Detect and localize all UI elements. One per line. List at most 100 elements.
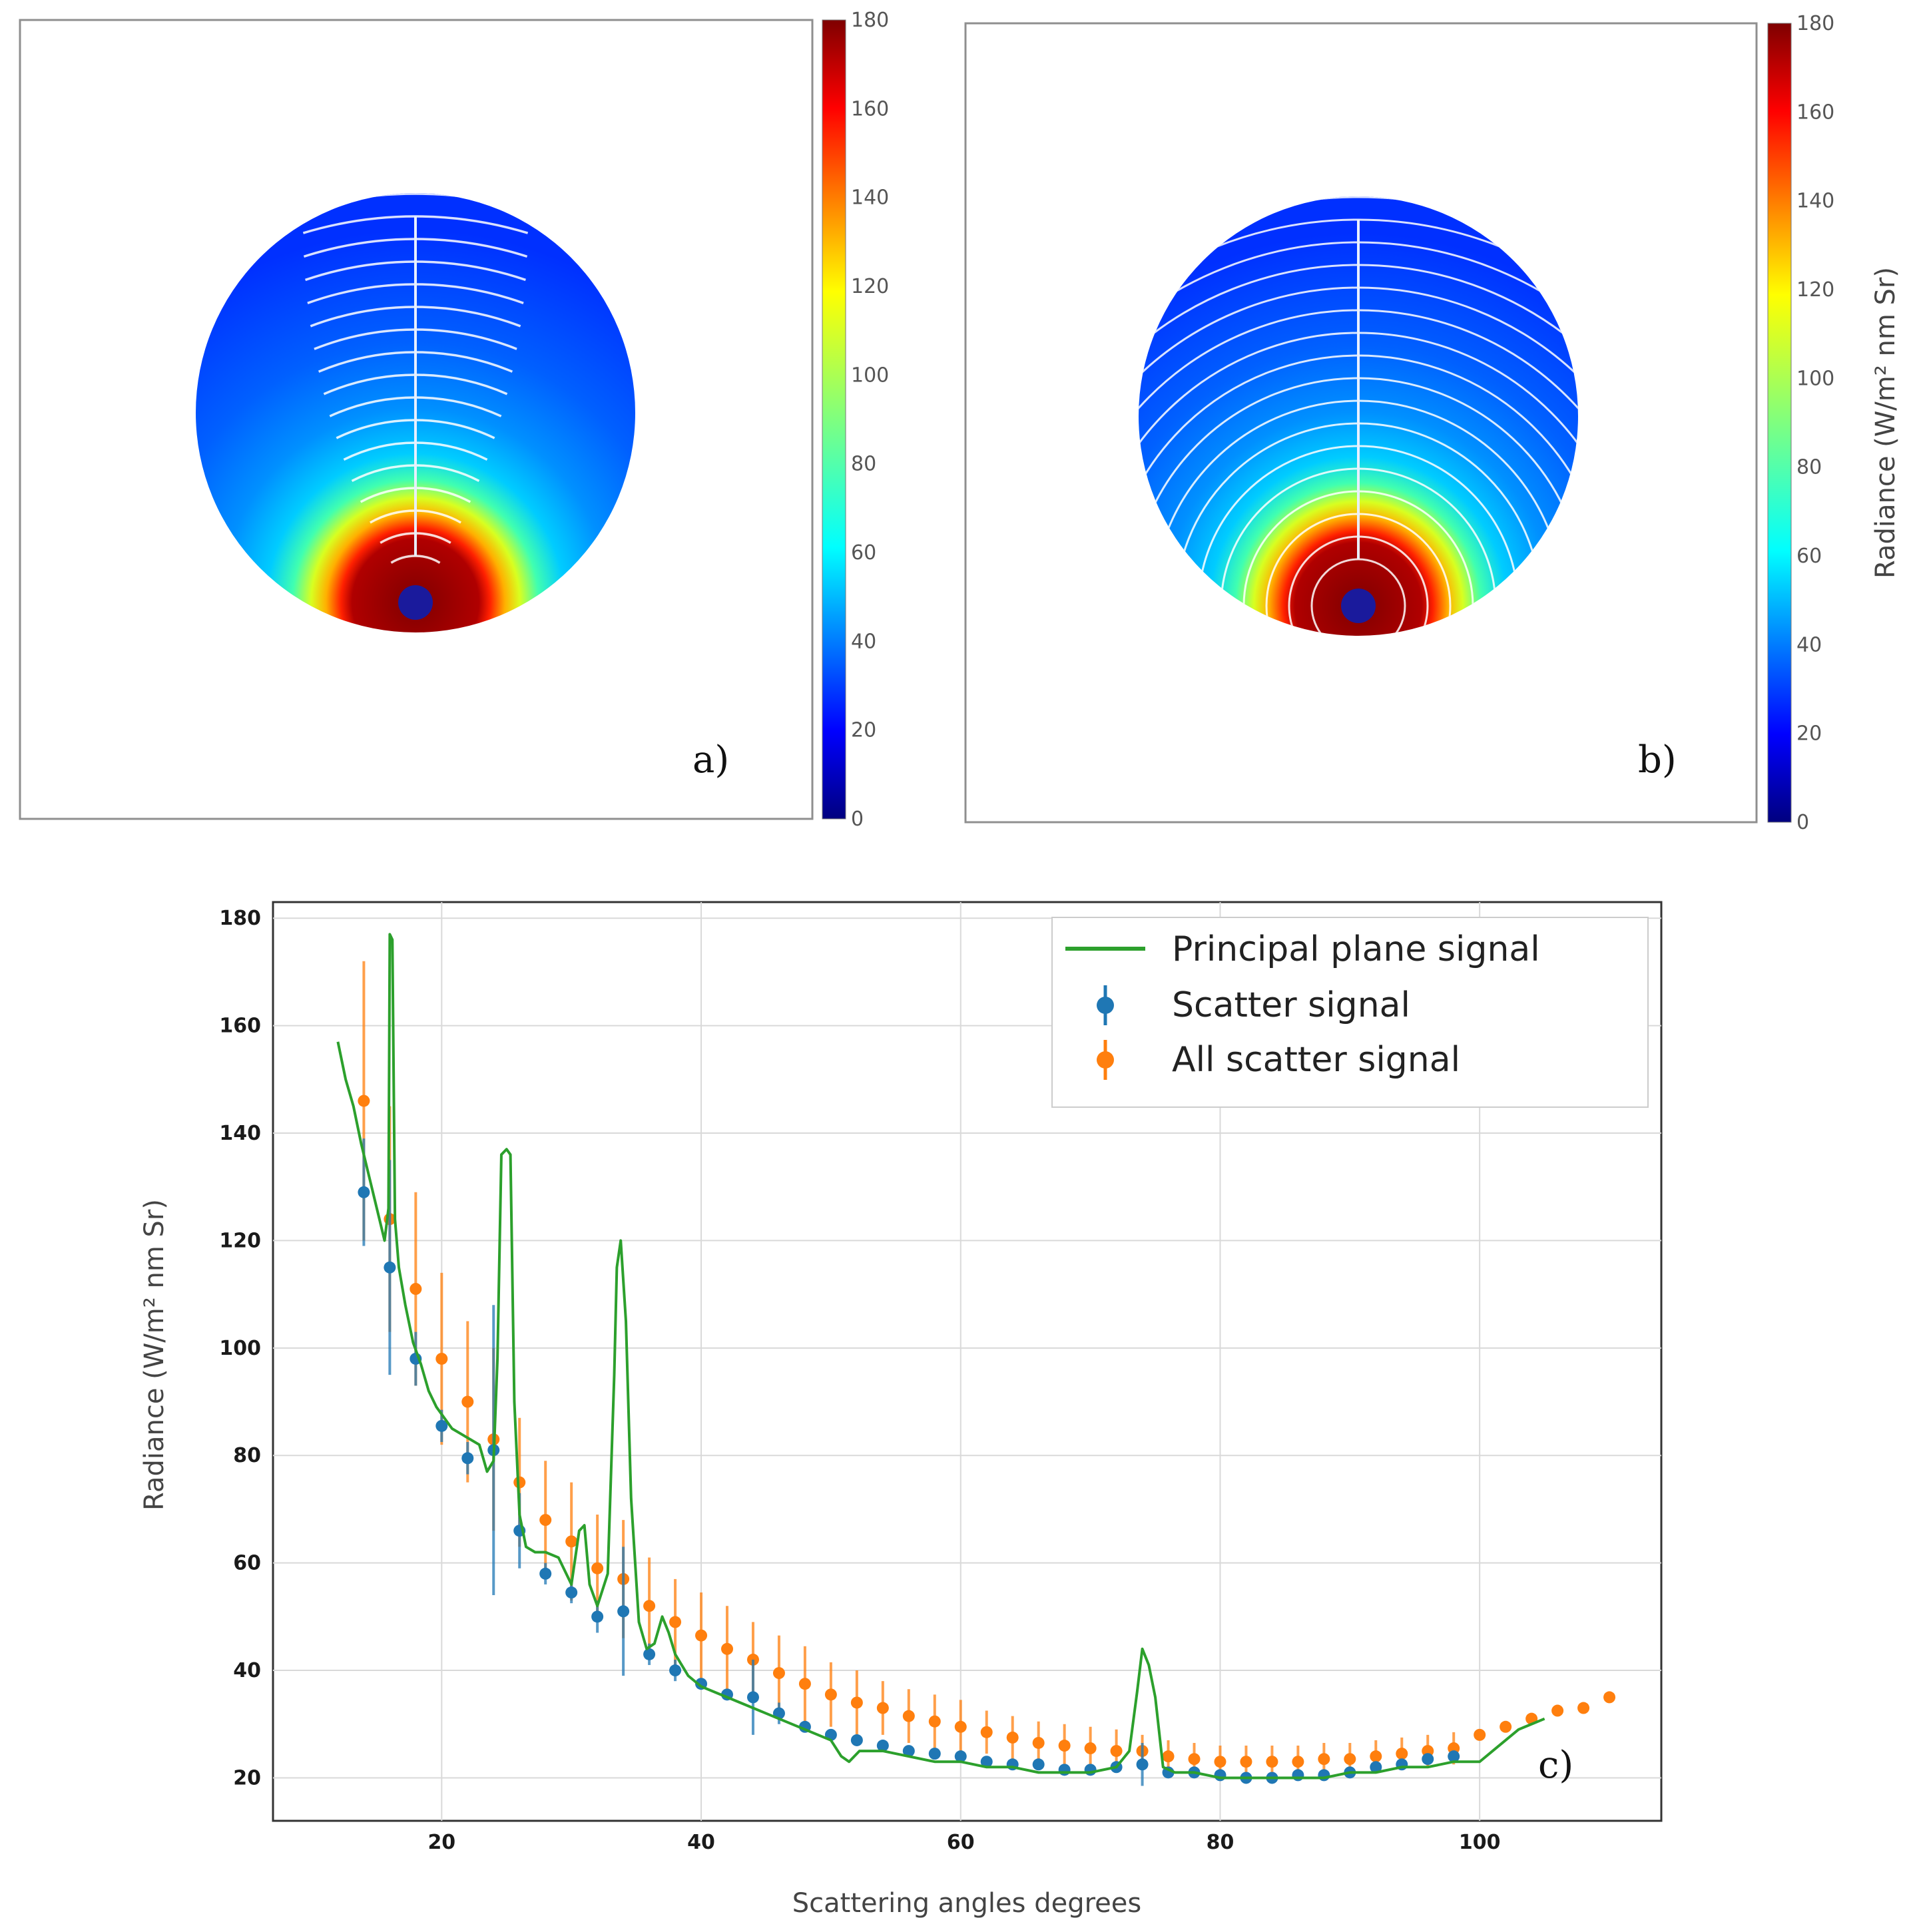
scatter-point xyxy=(1422,1753,1434,1766)
scatter-point xyxy=(1136,1758,1149,1771)
scatter-point xyxy=(669,1664,682,1677)
gridlines xyxy=(273,902,1661,1821)
colorbar-a: 180 160 140 120 100 80 60 40 20 0 xyxy=(822,9,889,831)
x-tick-label: 20 xyxy=(427,1831,455,1854)
y-tick-label: 100 xyxy=(219,1337,261,1360)
colorbar-tick-label: 180 xyxy=(1796,12,1834,35)
all-scatter-point xyxy=(1577,1702,1590,1714)
scatter-point xyxy=(876,1740,889,1752)
all-scatter-point xyxy=(1370,1750,1382,1763)
scatter-point xyxy=(1032,1758,1045,1771)
scatter-point xyxy=(928,1748,941,1760)
y-axis-ticks: 20 40 60 80 100 120 140 160 180 xyxy=(219,907,261,1790)
scatter-point xyxy=(850,1734,863,1746)
all-scatter-point xyxy=(513,1476,526,1489)
colorbar-tick-label: 20 xyxy=(1796,722,1822,746)
colorbar-tick-label: 80 xyxy=(851,453,876,476)
scatter-point xyxy=(591,1610,604,1623)
scatter-point xyxy=(539,1567,552,1580)
colorbar-label: Radiance (W/m² nm Sr) xyxy=(1870,267,1901,579)
all-scatter-point xyxy=(565,1535,578,1548)
scatter-point xyxy=(1448,1750,1460,1763)
panel-b-sky-map xyxy=(1139,196,1578,636)
scatter-point xyxy=(617,1605,630,1618)
all-scatter-point xyxy=(721,1642,734,1655)
colorbar-tick-label: 140 xyxy=(1796,190,1834,213)
all-scatter-point xyxy=(1240,1756,1252,1768)
all-scatter-point xyxy=(1266,1756,1278,1768)
panel-b-sun-mask xyxy=(1341,589,1376,623)
colorbar-tick-label: 40 xyxy=(1796,633,1822,656)
all-scatter-point xyxy=(1214,1756,1227,1768)
y-tick-label: 60 xyxy=(233,1552,261,1575)
colorbar-tick-label: 160 xyxy=(851,97,889,121)
all-scatter-point xyxy=(1474,1728,1486,1741)
y-axis-label: Radiance (W/m² nm Sr) xyxy=(139,1199,170,1511)
all-scatter-point xyxy=(1032,1736,1045,1749)
all-scatter-point xyxy=(824,1688,837,1701)
colorbar-tick-label: 60 xyxy=(1796,545,1822,568)
x-axis-label: Scattering angles degrees xyxy=(792,1888,1141,1919)
all-scatter-point xyxy=(410,1283,422,1296)
scatter-point xyxy=(1318,1769,1330,1782)
series-principal-plane-signal xyxy=(336,933,1545,1780)
colorbar-tick-label: 120 xyxy=(1796,278,1834,302)
panel-b: b) xyxy=(964,22,1758,824)
all-scatter-point xyxy=(1110,1745,1123,1758)
all-scatter-point xyxy=(1603,1691,1616,1704)
panel-c-chart: 20 40 60 80 100 20 40 60 80 100 120 140 160 180 Scat… xyxy=(139,901,1663,1919)
colorbar-tick-label: 160 xyxy=(1796,101,1834,124)
y-tick-label: 160 xyxy=(219,1015,261,1038)
colorbar-tick-label: 120 xyxy=(851,275,889,298)
y-tick-label: 180 xyxy=(219,907,261,930)
all-scatter-point xyxy=(461,1395,474,1408)
legend-box xyxy=(1051,917,1649,1108)
colorbar-tick-label: 180 xyxy=(851,9,889,32)
x-tick-label: 60 xyxy=(947,1831,975,1854)
all-scatter-point xyxy=(876,1702,889,1714)
y-tick-label: 140 xyxy=(219,1122,261,1145)
legend: Principal plane signal Scatter signal Al… xyxy=(1051,917,1649,1108)
all-scatter-point xyxy=(1084,1742,1097,1755)
y-tick-label: 40 xyxy=(233,1659,261,1682)
all-scatter-point xyxy=(669,1616,682,1628)
all-scatter-point xyxy=(695,1629,708,1642)
all-scatter-point xyxy=(1396,1748,1408,1760)
all-scatter-point xyxy=(902,1710,915,1722)
y-tick-label: 80 xyxy=(233,1444,261,1467)
legend-marker-scatter xyxy=(1097,997,1114,1014)
panel-b-letter: b) xyxy=(1638,738,1677,782)
x-tick-label: 40 xyxy=(687,1831,715,1854)
scan-circle xyxy=(1139,196,1578,636)
legend-label-principal: Principal plane signal xyxy=(1172,929,1540,969)
panel-a-sky-map xyxy=(196,193,635,632)
legend-label-scatter: Scatter signal xyxy=(1172,985,1410,1025)
all-scatter-point xyxy=(1188,1753,1201,1766)
colorbar-tick-label: 100 xyxy=(851,363,889,387)
legend-label-all-scatter: All scatter signal xyxy=(1172,1040,1460,1080)
all-scatter-point xyxy=(980,1726,993,1738)
colorbar-tick-label: 0 xyxy=(1796,811,1809,834)
panel-c-letter: c) xyxy=(1538,1744,1573,1787)
scatter-point xyxy=(746,1691,759,1704)
y-tick-label: 20 xyxy=(233,1766,261,1790)
colorbar-tick-label: 20 xyxy=(851,719,876,742)
all-scatter-point xyxy=(928,1715,941,1728)
all-scatter-point xyxy=(435,1352,448,1365)
all-scatter-point xyxy=(1500,1720,1512,1733)
all-scatter-point xyxy=(1292,1756,1304,1768)
x-tick-label: 80 xyxy=(1207,1831,1234,1854)
colorbar-tick-label: 140 xyxy=(851,186,889,210)
all-scatter-point xyxy=(591,1562,604,1574)
colorbar-tick-label: 40 xyxy=(851,630,876,653)
all-scatter-point xyxy=(1344,1753,1356,1766)
x-axis-ticks: 20 40 60 80 100 xyxy=(427,1831,1500,1854)
scatter-point xyxy=(565,1586,578,1599)
legend-marker-all-scatter xyxy=(1097,1051,1114,1069)
all-scatter-point xyxy=(1162,1750,1175,1763)
y-tick-label: 120 xyxy=(219,1229,261,1252)
scatter-point xyxy=(358,1186,370,1198)
all-scatter-point xyxy=(539,1514,552,1527)
panel-a-sun-mask xyxy=(398,585,433,620)
